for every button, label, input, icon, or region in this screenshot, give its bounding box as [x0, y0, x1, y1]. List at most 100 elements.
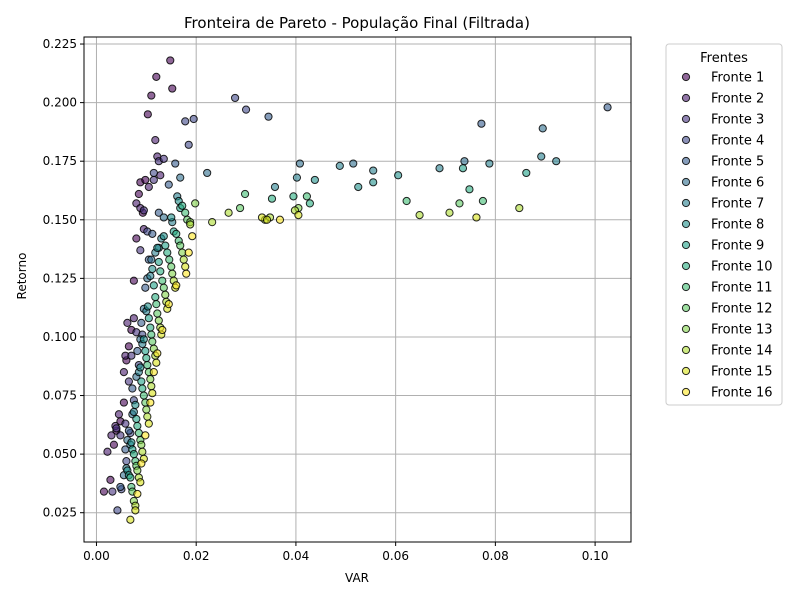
legend-label: Fronte 2 [711, 92, 764, 107]
data-point [128, 384, 137, 393]
data-point [109, 440, 119, 449]
data-point [136, 363, 145, 372]
series-group [99, 56, 177, 496]
data-point [139, 335, 148, 344]
data-point [460, 157, 469, 166]
y-tick-label: 0.050 [43, 447, 77, 461]
data-point [126, 473, 135, 482]
data-point [168, 269, 177, 278]
plot-frame [83, 36, 632, 543]
data-point [478, 196, 488, 206]
data-point [119, 368, 128, 377]
legend-title: Frentes [700, 51, 748, 66]
data-point [184, 248, 193, 257]
legend-marker [681, 282, 691, 292]
data-point [485, 159, 494, 168]
data-point [171, 159, 180, 168]
legend-label: Fronte 11 [711, 281, 773, 296]
y-tick-label: 0.175 [43, 154, 77, 168]
x-tick-label: 0.06 [382, 549, 409, 563]
data-point [133, 346, 142, 356]
data-point [131, 400, 140, 410]
data-point [235, 203, 245, 213]
data-point [108, 487, 117, 496]
data-point [124, 342, 133, 351]
chart-title: Fronteira de Pareto - População Final (F… [184, 14, 530, 32]
data-point [126, 515, 135, 524]
data-point [146, 398, 155, 407]
data-point [136, 246, 145, 255]
x-tick-label: 0.02 [183, 549, 210, 563]
data-point [159, 154, 168, 163]
data-point [143, 412, 152, 421]
y-tick-label: 0.225 [43, 37, 77, 51]
data-point [302, 192, 311, 201]
data-point [146, 323, 155, 332]
data-point [458, 164, 468, 173]
legend: Frentes Fronte 1 Fronte 2 Fronte 3 Fronte 4… [665, 43, 783, 406]
legend-label: Fronte 14 [711, 344, 773, 359]
data-point [394, 171, 403, 180]
data-point [176, 241, 185, 250]
legend-label: Fronte 5 [711, 155, 764, 170]
data-point [203, 168, 212, 178]
data-point [153, 309, 162, 318]
data-point [159, 213, 168, 222]
data-point [240, 189, 250, 199]
data-point [106, 475, 115, 485]
data-point [132, 234, 141, 243]
data-point [112, 424, 121, 433]
series-group [133, 215, 285, 499]
y-tick-label: 0.025 [43, 506, 77, 520]
data-point [191, 199, 200, 208]
legend-label: Fronte 10 [711, 260, 773, 275]
legend-marker [681, 93, 691, 103]
legend-marker [681, 240, 691, 250]
data-point [137, 459, 146, 468]
data-point [182, 269, 191, 278]
legend-label: Fronte 1 [711, 71, 764, 86]
legend-marker [681, 345, 691, 355]
data-point [270, 182, 280, 192]
legend-label: Fronte 13 [711, 323, 773, 338]
data-point [335, 161, 344, 170]
data-point [141, 346, 150, 356]
data-point [131, 506, 140, 515]
data-point [153, 349, 162, 358]
data-point [149, 281, 158, 290]
data-point [537, 152, 546, 161]
data-point [144, 182, 153, 192]
data-point [113, 506, 122, 515]
data-point [163, 248, 172, 257]
series-group [126, 210, 481, 524]
data-point [132, 414, 141, 424]
data-point [99, 487, 109, 496]
data-point [208, 218, 217, 227]
data-point [148, 389, 157, 398]
data-point [142, 405, 151, 414]
data-point [143, 110, 152, 119]
y-axis-ticks: 0.025 0.050 0.075 0.100 0.125 0.150 0.175 0.200… [43, 37, 84, 520]
data-point [133, 489, 142, 499]
data-point [148, 264, 157, 274]
data-point [167, 262, 176, 271]
x-tick-label: 0.00 [83, 549, 110, 563]
data-point [224, 208, 233, 217]
data-point [402, 196, 411, 206]
data-point [103, 447, 112, 456]
data-point [139, 206, 148, 215]
data-point [152, 300, 161, 309]
legend-marker [681, 72, 691, 82]
data-point [295, 159, 305, 168]
data-point [139, 391, 148, 400]
legend-marker [681, 114, 691, 124]
data-point [146, 271, 155, 281]
data-point [137, 440, 146, 449]
data-point [137, 377, 146, 386]
legend-label: Fronte 7 [711, 197, 764, 212]
data-point [146, 375, 155, 384]
data-point [369, 178, 378, 187]
data-point [515, 203, 524, 213]
y-axis-title: Retorno [15, 253, 29, 300]
data-point [153, 243, 162, 253]
